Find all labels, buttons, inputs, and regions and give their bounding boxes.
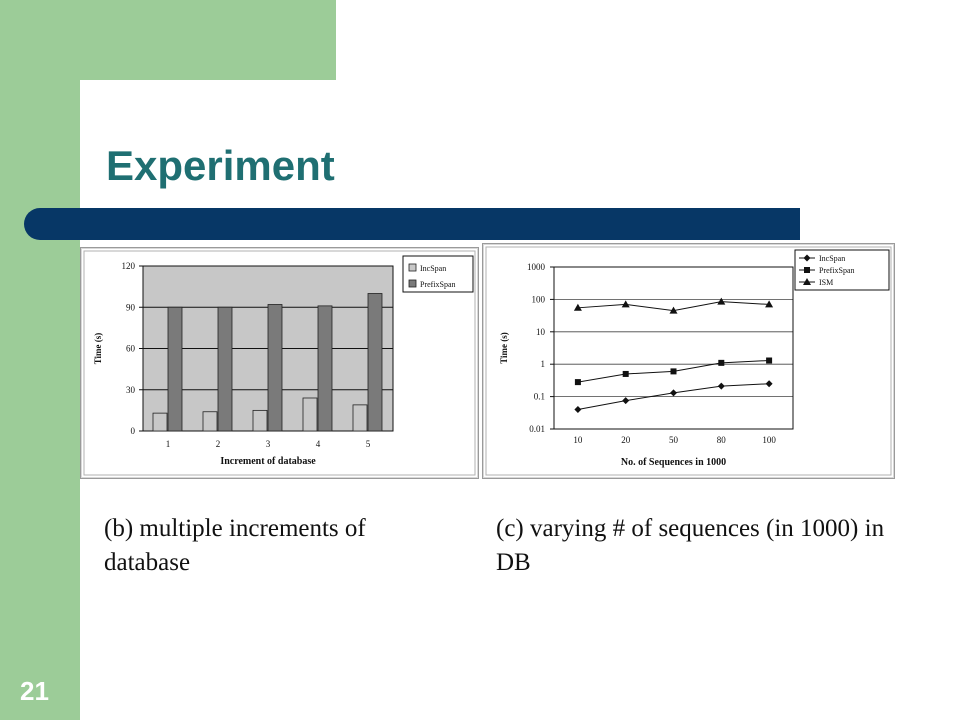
bar-incspan xyxy=(352,404,368,432)
caption-c: (c) varying # of sequences (in 1000) in … xyxy=(496,515,885,576)
bar-prefixspan xyxy=(317,305,333,432)
x-tick-label: 2 xyxy=(216,439,221,449)
x-tick-label: 80 xyxy=(717,435,727,445)
y-tick-label: 0.1 xyxy=(534,392,545,402)
y-tick-label: 60 xyxy=(126,344,136,354)
data-point-ism xyxy=(669,306,678,314)
x-axis-label: Increment of database xyxy=(220,456,316,467)
legend-marker-incspan xyxy=(803,254,811,262)
y-tick-label: 120 xyxy=(122,261,136,271)
content-corner-curve xyxy=(80,80,144,144)
y-tick-label: 30 xyxy=(126,385,136,395)
data-point-incspan xyxy=(670,389,677,397)
y-tick-label: 1000 xyxy=(527,262,546,272)
legend-swatch-prefixspan xyxy=(408,279,417,288)
legend-label-prefixspan: PrefixSpan xyxy=(420,280,456,289)
x-tick-label: 10 xyxy=(573,435,583,445)
left-accent-band xyxy=(0,0,80,720)
data-point-incspan xyxy=(574,405,582,413)
x-tick-label: 100 xyxy=(762,435,776,445)
data-point-ism xyxy=(717,297,726,305)
legend-label-incspan: IncSpan xyxy=(819,254,845,263)
data-point-prefixspan xyxy=(718,359,725,366)
x-axis-label: No. of Sequences in 1000 xyxy=(621,457,726,468)
top-accent-band xyxy=(0,0,336,80)
x-tick-label: 1 xyxy=(166,439,171,449)
bar-chart-increments: 0 30 60 90 120 1 2 3 4 5 Increment of database Time… xyxy=(80,247,479,479)
bar-prefixspan xyxy=(367,293,383,432)
bar-prefixspan xyxy=(217,306,233,432)
line-chart-svg: 0.01 0.1 1 10 100 1000 10 20 50 80 100 No. of Seque… xyxy=(485,246,892,476)
chart-inner-border xyxy=(83,250,476,476)
line-chart-sequences: 0.01 0.1 1 10 100 1000 10 20 50 80 100 No. of Seque… xyxy=(482,243,895,479)
data-point-ism xyxy=(621,300,630,308)
title-underline-bar xyxy=(24,208,800,240)
y-axis-label: Time (s) xyxy=(93,333,103,365)
y-tick-label: 1 xyxy=(541,359,546,369)
legend-label-ism: ISM xyxy=(819,278,833,287)
data-point-incspan xyxy=(622,397,630,405)
bar-incspan xyxy=(202,411,218,432)
data-point-prefixspan xyxy=(574,379,581,386)
data-point-incspan xyxy=(717,382,725,390)
bar-incspan xyxy=(302,397,318,432)
data-point-incspan xyxy=(765,380,773,388)
x-tick-label: 20 xyxy=(621,435,631,445)
bar-prefixspan xyxy=(267,304,283,432)
x-tick-label: 4 xyxy=(316,439,321,449)
y-axis-label: Time (s) xyxy=(499,332,509,364)
y-tick-label: 0.01 xyxy=(529,424,545,434)
bar-prefixspan xyxy=(167,306,183,432)
y-tick-label: 10 xyxy=(536,327,546,337)
y-tick-label: 90 xyxy=(126,302,136,312)
x-tick-label: 50 xyxy=(669,435,679,445)
legend-label-prefixspan: PrefixSpan xyxy=(819,266,855,275)
data-point-prefixspan xyxy=(670,368,677,375)
data-point-prefixspan xyxy=(622,370,629,377)
legend-box xyxy=(794,249,890,291)
bar-incspan xyxy=(152,412,168,432)
chart-inner-border xyxy=(485,246,892,476)
plot-area xyxy=(554,267,793,429)
legend-marker-prefixspan xyxy=(804,267,810,273)
slide-title: Experiment xyxy=(106,142,335,189)
y-tick-label: 0 xyxy=(131,426,136,436)
data-point-ism xyxy=(573,303,582,311)
bar-chart-svg: 0 30 60 90 120 1 2 3 4 5 Increment of database Time… xyxy=(83,250,476,476)
slide-number: 21 xyxy=(20,676,49,706)
y-tick-label: 100 xyxy=(532,294,546,304)
legend-marker-ism xyxy=(803,278,811,285)
plot-border xyxy=(553,266,794,430)
data-point-ism xyxy=(765,300,774,308)
bar-incspan xyxy=(252,409,268,432)
caption-b: (b) multiple increments of database xyxy=(104,515,366,576)
x-tick-label: 5 xyxy=(366,439,371,449)
data-point-prefixspan xyxy=(766,357,773,364)
legend-swatch-incspan xyxy=(408,263,417,272)
legend-label-incspan: IncSpan xyxy=(420,264,446,273)
x-tick-label: 3 xyxy=(266,439,271,449)
